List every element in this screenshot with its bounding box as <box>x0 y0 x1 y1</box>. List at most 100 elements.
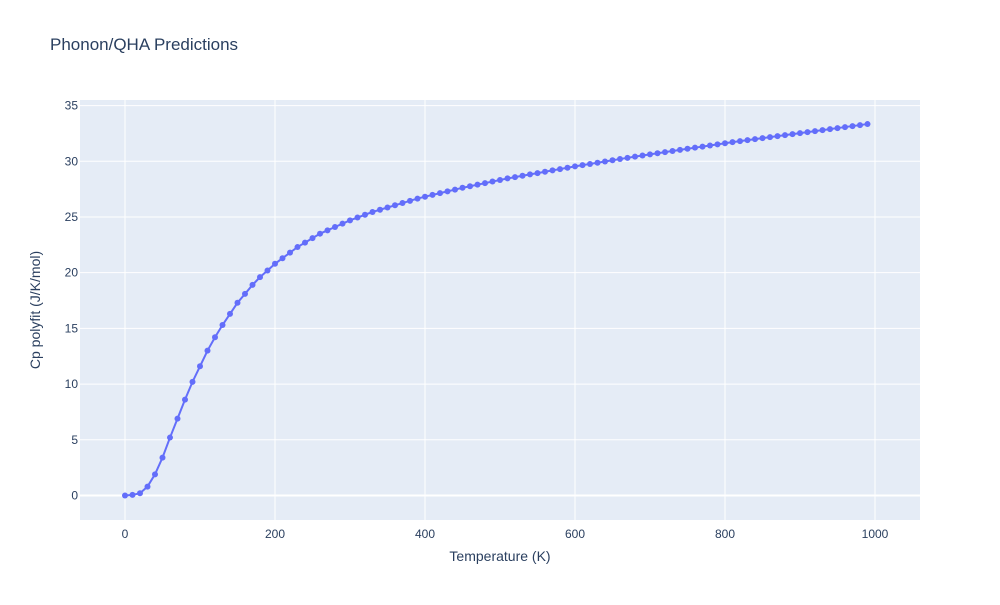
data-point[interactable] <box>129 491 136 498</box>
data-point[interactable] <box>819 127 826 134</box>
data-point[interactable] <box>332 224 338 230</box>
data-point[interactable] <box>399 200 406 207</box>
data-point[interactable] <box>647 151 653 158</box>
data-point[interactable] <box>234 299 241 306</box>
data-point[interactable] <box>302 239 308 246</box>
data-point[interactable] <box>864 121 871 128</box>
data-point[interactable] <box>482 180 488 187</box>
data-point[interactable] <box>309 235 316 242</box>
data-point[interactable] <box>122 492 128 499</box>
data-point[interactable] <box>414 195 421 202</box>
data-point[interactable] <box>242 290 248 297</box>
data-point[interactable] <box>159 454 166 461</box>
data-point[interactable] <box>827 126 833 133</box>
data-point[interactable] <box>497 176 503 183</box>
data-point[interactable] <box>459 184 466 191</box>
data-point[interactable] <box>594 159 601 166</box>
data-point[interactable] <box>744 137 751 144</box>
data-point[interactable] <box>257 274 263 281</box>
data-point[interactable] <box>287 249 293 256</box>
data-point[interactable] <box>467 183 473 190</box>
data-point[interactable] <box>392 202 398 209</box>
data-point[interactable] <box>812 128 818 135</box>
data-point[interactable] <box>167 434 173 441</box>
data-point[interactable] <box>137 490 143 497</box>
data-point[interactable] <box>677 146 683 153</box>
data-point[interactable] <box>152 471 158 478</box>
data-point[interactable] <box>204 347 211 354</box>
data-point[interactable] <box>617 156 623 163</box>
data-point[interactable] <box>384 204 391 211</box>
data-point[interactable] <box>842 124 848 131</box>
data-point[interactable] <box>549 167 556 174</box>
data-point[interactable] <box>444 188 451 195</box>
data-point[interactable] <box>857 122 863 129</box>
data-point[interactable] <box>767 134 773 141</box>
data-point[interactable] <box>369 208 376 215</box>
data-point[interactable] <box>317 230 323 237</box>
data-point[interactable] <box>662 149 668 156</box>
data-point[interactable] <box>587 160 593 167</box>
data-point[interactable] <box>407 197 413 204</box>
data-point[interactable] <box>437 190 443 197</box>
data-point[interactable] <box>212 334 218 341</box>
data-point[interactable] <box>339 220 346 227</box>
data-point[interactable] <box>782 132 788 139</box>
data-point[interactable] <box>294 244 301 251</box>
data-point[interactable] <box>639 152 646 159</box>
data-point[interactable] <box>684 145 691 152</box>
data-point[interactable] <box>324 227 331 234</box>
data-point[interactable] <box>249 281 256 288</box>
data-point[interactable] <box>774 133 781 140</box>
data-point[interactable] <box>174 415 181 422</box>
data-point[interactable] <box>632 153 638 160</box>
data-point[interactable] <box>504 175 511 182</box>
data-point[interactable] <box>182 396 188 403</box>
data-point[interactable] <box>422 193 428 200</box>
data-point[interactable] <box>752 136 758 143</box>
data-point[interactable] <box>737 138 743 145</box>
data-point[interactable] <box>692 144 698 151</box>
data-point[interactable] <box>189 378 196 385</box>
data-point[interactable] <box>804 129 811 136</box>
data-point[interactable] <box>849 123 856 130</box>
data-point[interactable] <box>272 260 278 267</box>
data-point[interactable] <box>279 255 286 262</box>
data-point[interactable] <box>609 157 616 164</box>
data-point[interactable] <box>699 143 706 150</box>
data-point[interactable] <box>429 191 436 198</box>
data-point[interactable] <box>197 363 203 370</box>
data-point[interactable] <box>519 172 526 179</box>
data-point[interactable] <box>527 171 533 178</box>
data-point[interactable] <box>542 168 548 175</box>
data-point[interactable] <box>347 217 353 224</box>
data-point[interactable] <box>722 140 728 147</box>
data-point[interactable] <box>572 163 578 170</box>
data-point[interactable] <box>227 310 233 317</box>
data-point[interactable] <box>362 211 368 218</box>
data-point[interactable] <box>707 142 713 149</box>
data-point[interactable] <box>512 174 518 181</box>
data-point[interactable] <box>579 162 586 169</box>
data-point[interactable] <box>654 150 661 157</box>
data-point[interactable] <box>377 206 383 213</box>
data-point[interactable] <box>474 181 481 188</box>
data-point[interactable] <box>714 141 721 148</box>
data-point[interactable] <box>534 170 541 177</box>
data-point[interactable] <box>489 178 496 185</box>
data-point[interactable] <box>602 158 608 165</box>
data-point[interactable] <box>729 139 736 146</box>
data-point[interactable] <box>144 483 151 490</box>
data-point[interactable] <box>264 267 271 274</box>
data-point[interactable] <box>219 322 226 329</box>
data-point[interactable] <box>557 166 563 173</box>
data-point[interactable] <box>564 164 571 171</box>
data-point[interactable] <box>669 148 676 155</box>
data-point[interactable] <box>759 135 766 142</box>
data-point[interactable] <box>354 214 361 221</box>
data-point[interactable] <box>789 131 796 138</box>
data-point[interactable] <box>797 130 803 137</box>
data-point[interactable] <box>834 125 841 132</box>
data-point[interactable] <box>452 186 458 193</box>
data-point[interactable] <box>624 154 631 161</box>
